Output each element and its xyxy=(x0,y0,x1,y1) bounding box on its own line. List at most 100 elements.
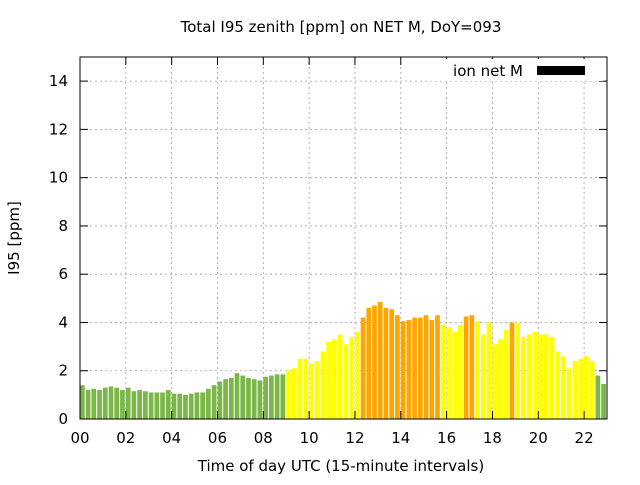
bar xyxy=(303,358,309,419)
bar xyxy=(217,381,223,419)
bar xyxy=(383,307,389,419)
x-tick-label: 12 xyxy=(345,429,364,447)
bar xyxy=(446,327,452,419)
bar xyxy=(177,393,183,419)
bar xyxy=(435,315,440,419)
bar xyxy=(589,361,595,419)
bar xyxy=(154,392,160,419)
bar xyxy=(463,316,469,419)
bar xyxy=(200,392,205,419)
bar xyxy=(452,332,458,419)
bar xyxy=(354,332,360,419)
bar xyxy=(578,358,584,419)
x-tick-label: 10 xyxy=(300,429,319,447)
bar xyxy=(257,380,263,419)
bar xyxy=(389,309,395,419)
bar xyxy=(521,336,526,419)
y-tick-label: 14 xyxy=(49,72,68,90)
plot-frame xyxy=(79,56,608,420)
bar xyxy=(240,375,246,419)
bar xyxy=(120,390,125,419)
bar xyxy=(228,377,234,419)
x-tick-labels: 00 02 04 06 08 10 12 14 16 18 20 22 xyxy=(70,429,593,447)
bar xyxy=(246,377,251,419)
bar xyxy=(263,376,268,419)
bar xyxy=(601,384,606,419)
bar xyxy=(538,334,543,419)
y-tick-labels: 0 2 4 6 8 10 12 14 xyxy=(49,72,68,428)
bar xyxy=(395,315,400,419)
bar xyxy=(572,361,578,419)
y-tick-label: 2 xyxy=(58,362,68,380)
bar xyxy=(372,305,377,419)
bar xyxy=(297,358,303,419)
bar xyxy=(211,385,217,419)
bar xyxy=(509,322,515,419)
x-tick-label: 18 xyxy=(483,429,502,447)
bar xyxy=(475,321,480,419)
bar xyxy=(188,393,194,419)
bar xyxy=(108,386,114,419)
bar xyxy=(314,361,320,419)
bar xyxy=(102,387,108,419)
bar xyxy=(555,351,561,419)
bar xyxy=(223,379,228,419)
legend-swatch xyxy=(537,66,585,75)
bar xyxy=(206,388,211,419)
bar xyxy=(91,388,97,419)
bar xyxy=(543,334,549,419)
y-tick-label: 4 xyxy=(58,313,68,331)
bar xyxy=(332,339,337,419)
bar xyxy=(343,344,349,419)
x-tick-label: 06 xyxy=(208,429,227,447)
bar xyxy=(143,391,148,419)
bar xyxy=(194,392,200,419)
x-axis-label: Time of day UTC (15-minute intervals) xyxy=(197,457,484,475)
legend-label: ion net M xyxy=(453,62,523,80)
bar xyxy=(251,379,257,419)
bar xyxy=(291,368,297,419)
bar xyxy=(532,332,538,419)
bar xyxy=(469,315,475,419)
bar xyxy=(183,394,188,419)
bar xyxy=(486,322,492,419)
x-tick-label: 08 xyxy=(254,429,273,447)
bar xyxy=(349,336,354,419)
bar xyxy=(320,351,326,419)
bar xyxy=(160,392,165,419)
bar xyxy=(280,374,286,419)
bar xyxy=(492,344,498,419)
bar xyxy=(85,390,91,419)
bar xyxy=(137,390,142,419)
bar xyxy=(584,356,589,419)
bar xyxy=(234,373,240,419)
bar xyxy=(406,320,412,419)
bar xyxy=(80,385,85,419)
bar xyxy=(148,392,154,419)
bar xyxy=(561,356,566,419)
bar xyxy=(286,370,291,419)
bar xyxy=(498,339,503,419)
legend: ion net M xyxy=(428,59,603,81)
y-tick-label: 6 xyxy=(58,265,68,283)
chart-title: Total I95 zenith [ppm] on NET M, DoY=093 xyxy=(180,18,502,36)
y-tick-label: 8 xyxy=(58,217,68,235)
bar xyxy=(366,307,372,419)
y-tick-label: 12 xyxy=(49,120,68,138)
bar xyxy=(480,334,486,419)
x-tick-label: 02 xyxy=(116,429,135,447)
bar xyxy=(171,393,177,419)
bar xyxy=(503,329,509,419)
y-tick-label: 0 xyxy=(58,410,68,428)
bar xyxy=(274,374,280,419)
bar xyxy=(429,320,435,419)
bars xyxy=(80,301,606,419)
legend-background xyxy=(428,59,603,81)
x-tick-label: 04 xyxy=(162,429,181,447)
y-axis-label: I95 [ppm] xyxy=(5,201,23,275)
bar xyxy=(423,315,429,419)
bar xyxy=(114,387,120,419)
bar xyxy=(515,322,521,419)
